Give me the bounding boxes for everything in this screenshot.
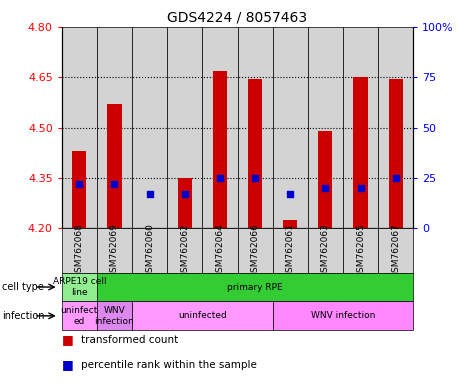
- Bar: [273, 27, 308, 228]
- Bar: [238, 228, 273, 273]
- Bar: [202, 27, 238, 228]
- Text: cell type: cell type: [2, 282, 44, 292]
- Text: GSM762069: GSM762069: [110, 223, 119, 278]
- Text: GSM762060: GSM762060: [145, 223, 154, 278]
- Bar: [62, 273, 97, 301]
- Text: uninfected: uninfected: [178, 311, 227, 320]
- Point: [181, 191, 189, 197]
- Text: GSM762066: GSM762066: [251, 223, 259, 278]
- Bar: [62, 27, 97, 228]
- Bar: [62, 301, 97, 330]
- Point: [216, 175, 224, 181]
- Bar: [178, 178, 192, 228]
- Bar: [213, 71, 227, 228]
- Text: primary RPE: primary RPE: [227, 283, 283, 291]
- Bar: [132, 228, 167, 273]
- Text: GSM762067: GSM762067: [391, 223, 400, 278]
- Point: [146, 191, 153, 197]
- Bar: [378, 27, 413, 228]
- Bar: [318, 131, 332, 228]
- Bar: [273, 228, 308, 273]
- Text: GSM762068: GSM762068: [75, 223, 84, 278]
- Text: GSM762061: GSM762061: [286, 223, 294, 278]
- Bar: [167, 228, 202, 273]
- Bar: [72, 151, 86, 228]
- Bar: [308, 27, 343, 228]
- Text: GSM762063: GSM762063: [321, 223, 330, 278]
- Text: ARPE19 cell
line: ARPE19 cell line: [53, 277, 106, 297]
- Text: GSM762064: GSM762064: [216, 223, 224, 278]
- Bar: [389, 79, 403, 228]
- Text: ■: ■: [62, 333, 74, 346]
- Bar: [378, 228, 413, 273]
- Bar: [343, 228, 378, 273]
- Bar: [132, 27, 167, 228]
- Point: [322, 185, 329, 191]
- Bar: [273, 301, 413, 330]
- Text: ■: ■: [62, 358, 74, 371]
- Point: [357, 185, 364, 191]
- Point: [251, 175, 259, 181]
- Text: infection: infection: [2, 311, 45, 321]
- Point: [286, 191, 294, 197]
- Bar: [238, 27, 273, 228]
- Title: GDS4224 / 8057463: GDS4224 / 8057463: [167, 10, 308, 24]
- Bar: [97, 301, 132, 330]
- Text: GSM762065: GSM762065: [356, 223, 365, 278]
- Bar: [353, 77, 368, 228]
- Bar: [202, 228, 238, 273]
- Point: [76, 181, 83, 187]
- Text: percentile rank within the sample: percentile rank within the sample: [81, 360, 256, 370]
- Bar: [97, 228, 132, 273]
- Text: GSM762062: GSM762062: [180, 223, 189, 278]
- Text: WNV infection: WNV infection: [311, 311, 375, 320]
- Text: uninfect
ed: uninfect ed: [61, 306, 98, 326]
- Bar: [62, 228, 97, 273]
- Point: [392, 175, 399, 181]
- Bar: [283, 220, 297, 228]
- Bar: [308, 228, 343, 273]
- Bar: [97, 27, 132, 228]
- Text: transformed count: transformed count: [81, 335, 178, 345]
- Bar: [132, 301, 273, 330]
- Bar: [167, 27, 202, 228]
- Text: WNV
infection: WNV infection: [95, 306, 134, 326]
- Bar: [343, 27, 378, 228]
- Bar: [107, 104, 122, 228]
- Point: [111, 181, 118, 187]
- Bar: [248, 79, 262, 228]
